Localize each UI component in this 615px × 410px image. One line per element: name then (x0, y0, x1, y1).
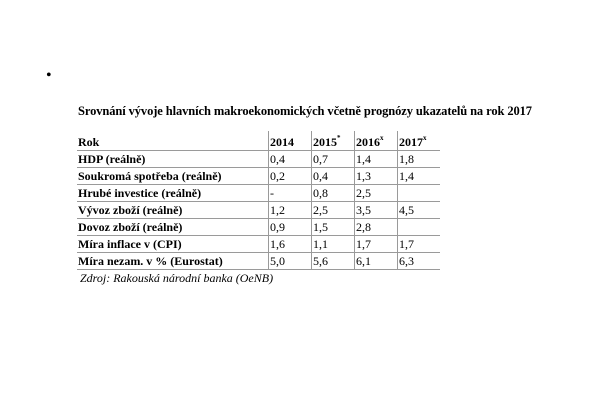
table-cell: 1,6 (268, 235, 312, 253)
header-year-2017: 2017x (397, 131, 440, 151)
table-cell: 5,6 (311, 252, 355, 270)
row-label: Míra inflace v (CPI) (77, 235, 269, 253)
table-row: Vývoz zboží (reálně) 1,2 2,5 3,5 4,5 (77, 201, 440, 219)
table-cell: 1,8 (397, 150, 440, 168)
table-row: Míra nezam. v % (Eurostat) 5,0 5,6 6,1 6… (77, 252, 440, 270)
table-cell: 1,2 (268, 201, 312, 219)
table-row: Hrubé investice (reálně) - 0,8 2,5 (77, 184, 440, 202)
table-cell: 1,7 (354, 235, 398, 253)
header-year-2014: 2014 (268, 131, 312, 151)
table-cell: 0,4 (268, 150, 312, 168)
table-cell: 6,3 (397, 252, 440, 270)
header-year-2016: 2016x (354, 131, 398, 151)
table-cell (397, 218, 440, 236)
header-year-2015: 2015* (311, 131, 355, 151)
table-cell: 1,7 (397, 235, 440, 253)
table-cell: 0,4 (311, 167, 355, 185)
table-cell: 5,0 (268, 252, 312, 270)
table-row: Míra inflace v (CPI) 1,6 1,1 1,7 1,7 (77, 235, 440, 253)
table-cell: 0,9 (268, 218, 312, 236)
year-mark: * (337, 134, 341, 142)
table-cell: 1,3 (354, 167, 398, 185)
year-text: 2016 (356, 135, 380, 149)
row-label: Soukromá spotřeba (reálně) (77, 167, 269, 185)
table-title: Srovnání vývoje hlavních makroekonomický… (78, 104, 532, 118)
row-label: Hrubé investice (reálně) (77, 184, 269, 202)
table-row: Soukromá spotřeba (reálně) 0,2 0,4 1,3 1… (77, 167, 440, 185)
table-cell: 2,8 (354, 218, 398, 236)
table-cell: 0,8 (311, 184, 355, 202)
table-cell: 1,5 (311, 218, 355, 236)
table-cell: 1,4 (354, 150, 398, 168)
row-label: HDP (reálně) (77, 150, 269, 168)
row-label: Míra nezam. v % (Eurostat) (77, 252, 269, 270)
table-cell: 6,1 (354, 252, 398, 270)
year-mark: x (380, 134, 384, 142)
table-cell: 3,5 (354, 201, 398, 219)
table-row: Dovoz zboží (reálně) 0,9 1,5 2,8 (77, 218, 440, 236)
row-label: Dovoz zboží (reálně) (77, 218, 269, 236)
year-text: 2015 (313, 135, 337, 149)
table-cell: 4,5 (397, 201, 440, 219)
table-cell: 0,2 (268, 167, 312, 185)
table-cell: 2,5 (311, 201, 355, 219)
year-mark: x (423, 134, 427, 142)
macro-indicators-table: Rok 2014 2015* 2016x 2017x HDP (reálně) … (77, 131, 440, 270)
row-label: Vývoz zboží (reálně) (77, 201, 269, 219)
year-text: 2014 (270, 135, 294, 149)
header-label: Rok (77, 131, 269, 151)
table-cell (397, 184, 440, 202)
table-cell: 0,7 (311, 150, 355, 168)
table-cell: 1,1 (311, 235, 355, 253)
table-cell: - (268, 184, 312, 202)
table-row: HDP (reálně) 0,4 0,7 1,4 1,8 (77, 150, 440, 168)
table-cell: 1,4 (397, 167, 440, 185)
list-bullet: • (46, 67, 52, 84)
table-header-row: Rok 2014 2015* 2016x 2017x (77, 131, 440, 151)
year-text: 2017 (399, 135, 423, 149)
table-cell: 2,5 (354, 184, 398, 202)
source-note: Zdroj: Rakouská národní banka (OeNB) (80, 271, 274, 285)
